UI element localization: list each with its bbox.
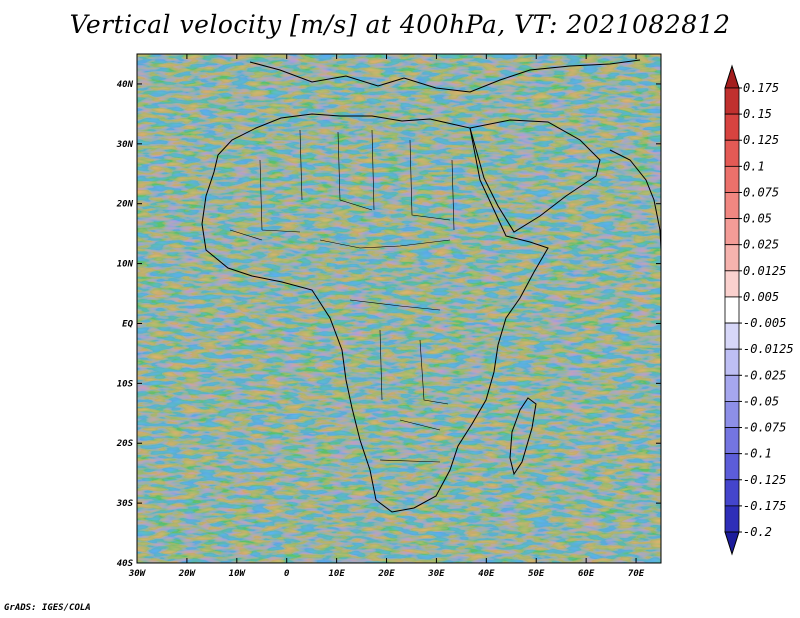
- colorbar-box-11: [724, 374, 740, 402]
- lat-label-10n: 10N: [117, 260, 134, 270]
- colorbar-label-5: 0.05: [743, 212, 772, 226]
- colorbar-bottom-arrow: [724, 531, 740, 556]
- madagascar-outline: [509, 397, 537, 476]
- colorbar-label-6: 0.025: [743, 238, 779, 252]
- lat-label-20s: 20S: [116, 439, 134, 449]
- lat-label-30n: 30N: [116, 140, 134, 150]
- colorbar-label-13: -0.075: [743, 421, 786, 435]
- lat-label-30s: 30S: [116, 499, 134, 509]
- lon-label-10w: 10W: [229, 569, 247, 579]
- lon-label-20w: 20W: [178, 569, 197, 579]
- colorbar-box-15: [724, 479, 740, 507]
- colorbar-label-3: 0.1: [743, 159, 765, 173]
- latitude-axis: 40N 30N 20N 10N EQ 10S 20S 30S 40S: [116, 80, 661, 569]
- map-title: Vertical velocity [m/s] at 400hPa, VT: 2…: [69, 10, 731, 39]
- colorbar-label-7: 0.0125: [743, 264, 786, 278]
- colorbar-label-17: -0.2: [743, 525, 772, 539]
- colorbar-box-1: [724, 113, 740, 141]
- lat-label-10s: 10S: [117, 379, 134, 389]
- lon-label-20e: 20E: [377, 569, 395, 579]
- country-borders: [229, 129, 455, 463]
- colorbar-box-2: [724, 139, 740, 167]
- colorbar-label-15: -0.125: [743, 473, 786, 487]
- lat-label-eq: EQ: [122, 319, 133, 329]
- velocity-field-noise: [137, 54, 661, 563]
- colorbar-box-7: [724, 270, 740, 298]
- colorbar-box-4: [724, 192, 740, 219]
- colorbar-label-0: 0.175: [743, 81, 779, 95]
- colorbar-label-9: -0.005: [743, 316, 786, 330]
- colorbar-label-4: 0.075: [743, 185, 779, 199]
- lon-label-50e: 50E: [528, 569, 545, 579]
- lon-label-30w: 30W: [128, 569, 147, 579]
- lon-label-60e: 60E: [578, 569, 595, 579]
- lon-label-30e: 30E: [427, 569, 445, 579]
- longitude-axis: 30W 20W 10W 0 10E 20E 30E 40E 50E 60E 70E: [128, 54, 645, 579]
- grads-credit: GrADS: IGES/COLA: [4, 603, 91, 613]
- arabia-outline: [469, 119, 601, 233]
- colorbar-label-10: -0.0125: [743, 342, 794, 356]
- colorbar-box-12: [724, 401, 740, 428]
- colorbar-box-5: [724, 218, 740, 246]
- map-frame: [136, 53, 662, 564]
- colorbar-box-10: [724, 348, 740, 376]
- africa-coastline: [201, 113, 549, 513]
- lat-label-40n: 40N: [117, 80, 134, 90]
- colorbar-box-6: [724, 244, 740, 272]
- colorbar: 0.175 0.15 0.125 0.1 0.075 0.05 0.025 0.0125 0.0…: [724, 64, 794, 556]
- colorbar-label-16: -0.175: [743, 499, 786, 513]
- colorbar-label-11: -0.025: [743, 368, 786, 382]
- colorbar-top-arrow: [724, 64, 740, 89]
- lon-label-10e: 10E: [328, 569, 345, 579]
- europe-outline: [249, 59, 641, 93]
- colorbar-label-1: 0.15: [743, 107, 772, 121]
- india-outline: [609, 149, 661, 251]
- colorbar-box-9: [724, 322, 740, 350]
- colorbar-box-3: [724, 165, 740, 193]
- lon-label-0: 0: [284, 569, 290, 579]
- colorbar-box-14: [724, 453, 740, 481]
- lon-label-40e: 40E: [478, 569, 495, 579]
- colorbar-box-16: [724, 505, 740, 533]
- colorbar-label-14: -0.1: [743, 447, 772, 461]
- colorbar-box-0: [724, 87, 740, 115]
- colorbar-label-2: 0.125: [743, 133, 779, 147]
- colorbar-box-8: [724, 296, 740, 324]
- map-panel: [136, 53, 662, 564]
- lat-label-20n: 20N: [116, 200, 134, 210]
- lon-label-70e: 70E: [628, 569, 645, 579]
- colorbar-box-13: [724, 427, 740, 455]
- colorbar-label-12: -0.05: [743, 394, 779, 408]
- colorbar-label-8: 0.005: [743, 290, 779, 304]
- lat-label-40s: 40S: [117, 559, 134, 569]
